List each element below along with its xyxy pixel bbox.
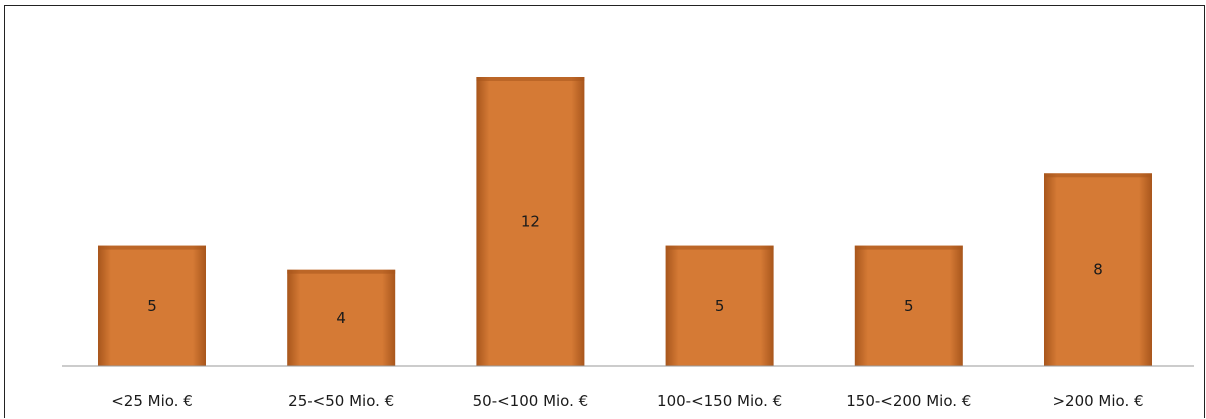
bar-top-edge — [98, 245, 206, 250]
bar-top-edge — [854, 245, 963, 250]
x-tick-label: 150-<200 Mio. € — [846, 392, 971, 410]
bars-layer: 5 4 12 5 5 8 — [98, 77, 1152, 366]
data-label: 5 — [715, 297, 725, 315]
chart-frame — [4, 5, 1205, 418]
bar — [287, 269, 396, 366]
data-label: 8 — [1093, 261, 1103, 279]
x-tick-label: 50-<100 Mio. € — [473, 392, 589, 410]
bar-top-edge — [287, 269, 396, 274]
bar-top-edge — [665, 245, 774, 250]
x-tick-label: <25 Mio. € — [111, 392, 193, 410]
x-tick-label: 100-<150 Mio. € — [657, 392, 782, 410]
bar — [665, 245, 774, 366]
data-label: 12 — [521, 213, 540, 231]
data-label: 4 — [336, 309, 346, 327]
data-label: 5 — [904, 297, 914, 315]
bar — [98, 245, 206, 366]
bar — [854, 245, 963, 366]
x-tick-label: 25-<50 Mio. € — [288, 392, 394, 410]
bar-top-edge — [1044, 173, 1152, 178]
data-label: 5 — [147, 297, 157, 315]
bar-top-edge — [476, 77, 585, 81]
bar — [476, 77, 585, 366]
x-tick-label: >200 Mio. € — [1052, 392, 1143, 410]
tick-labels: <25 Mio. € 25-<50 Mio. € 50-<100 Mio. € 100… — [111, 392, 1143, 410]
bar — [1044, 173, 1152, 366]
